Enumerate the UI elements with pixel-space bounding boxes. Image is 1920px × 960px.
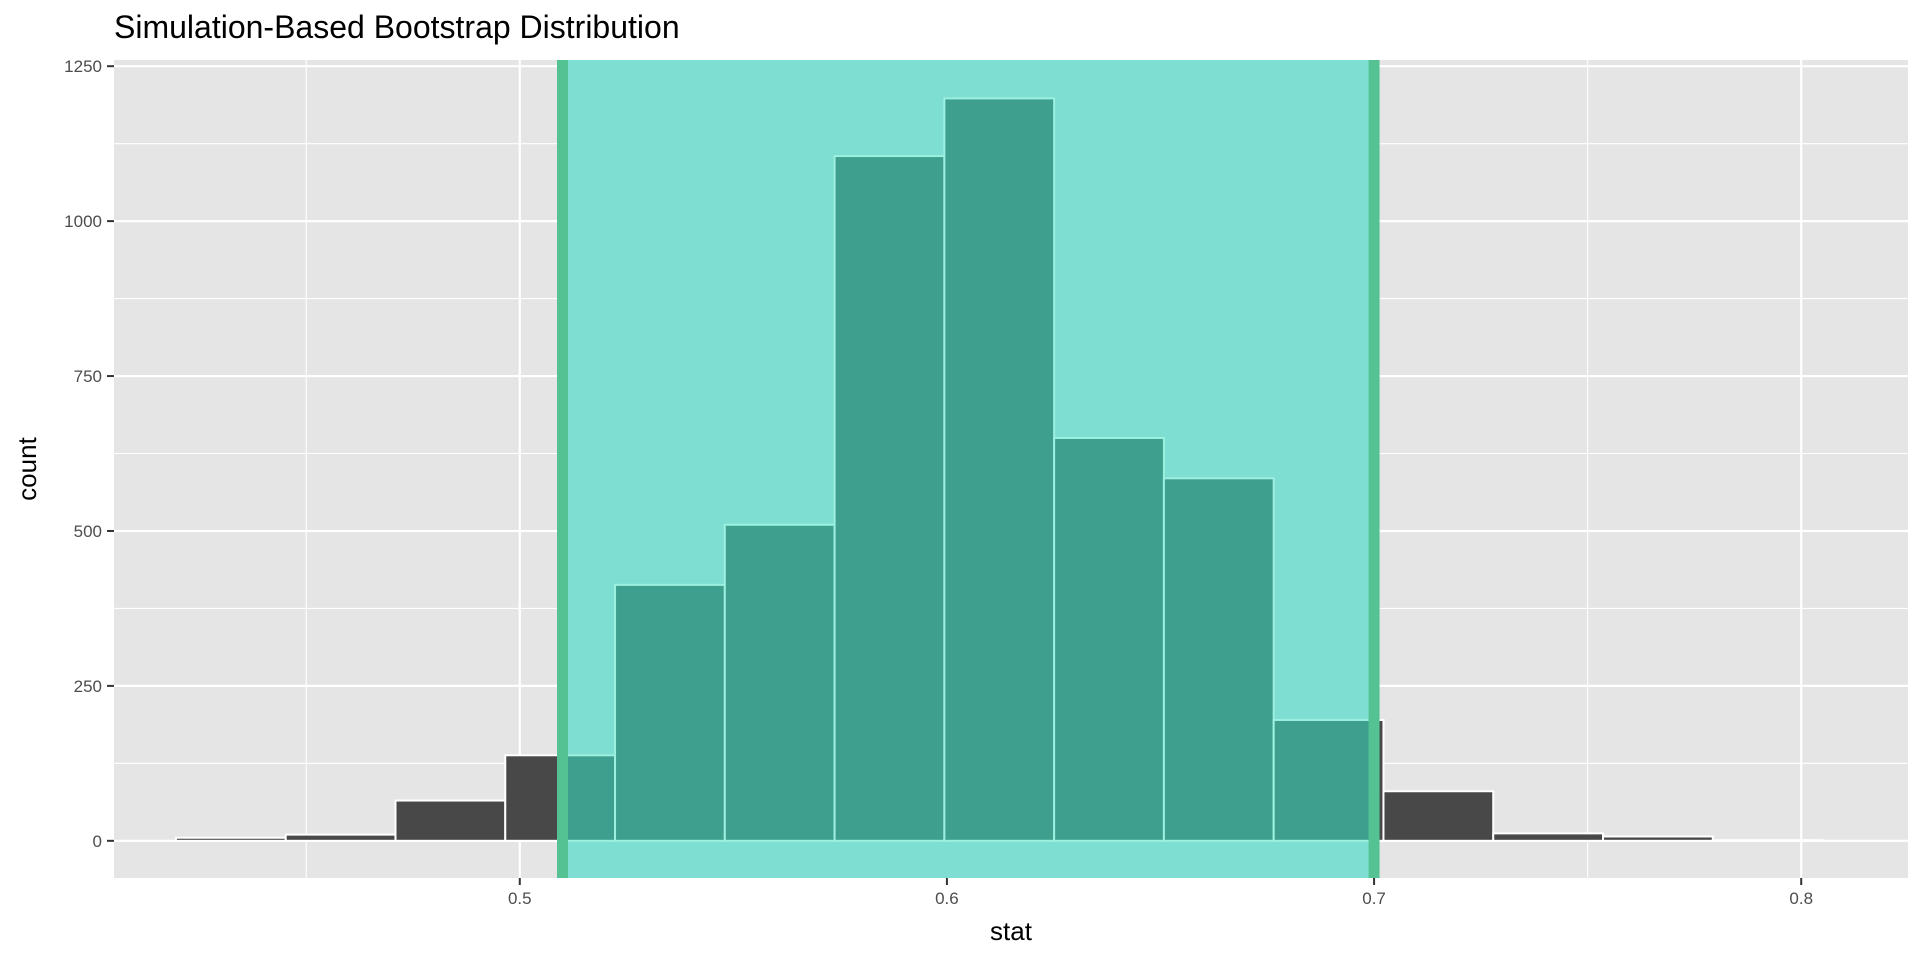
histogram-bar-in-ci [614, 583, 726, 842]
x-tick-label: 0.5 [508, 889, 532, 908]
histogram-bar [1492, 832, 1605, 842]
histogram-bar-in-ci [943, 97, 1056, 842]
x-tick-label: 0.6 [935, 889, 959, 908]
y-tick-label: 750 [74, 367, 102, 386]
y-tick-label: 1000 [64, 212, 102, 231]
histogram-bar-in-ci [1162, 477, 1275, 842]
y-tick-label: 250 [74, 677, 102, 696]
y-tick-label: 0 [93, 832, 102, 851]
x-axis: 0.5 0.6 0.7 0.8 [508, 878, 1813, 908]
histogram-bar-in-ci [833, 155, 946, 842]
histogram-bar-in-ci [1053, 437, 1165, 842]
histogram-bar [174, 836, 287, 842]
histogram-bar [1711, 839, 1824, 842]
confidence-interval [557, 60, 1380, 878]
histogram-bar-in-ci [1272, 718, 1375, 842]
x-tick-label: 0.8 [1789, 889, 1813, 908]
histogram-bar [1382, 790, 1495, 842]
histogram-bar [1602, 835, 1714, 842]
chart-title: Simulation-Based Bootstrap Distribution [114, 9, 680, 45]
histogram-bar [284, 833, 397, 842]
y-tick-label: 500 [74, 522, 102, 541]
histogram-bar-in-ci [723, 523, 836, 842]
x-axis-title: stat [990, 916, 1033, 946]
bars-within-ci [562, 97, 1375, 842]
histogram-bar [394, 799, 507, 842]
x-tick-label: 0.7 [1362, 889, 1386, 908]
y-axis-title: count [12, 436, 42, 500]
y-tick-label: 1250 [64, 57, 102, 76]
y-axis: 0 250 500 750 1000 1250 [64, 57, 114, 851]
